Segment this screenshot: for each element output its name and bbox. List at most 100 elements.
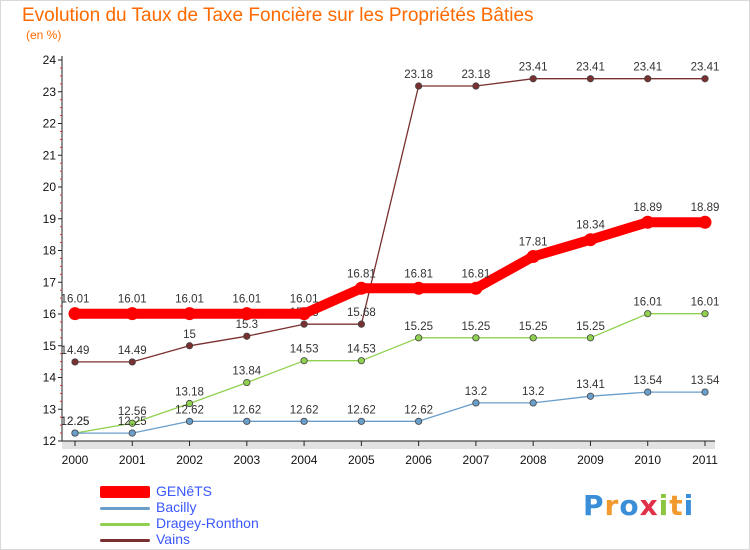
data-label-dragey-ronthon: 13.18: [175, 387, 204, 399]
data-point-vains: [357, 320, 365, 328]
data-label-dragey-ronthon: 12.56: [118, 406, 147, 418]
y-tick-label: 13: [43, 402, 57, 416]
proxiti-logo: Proxiti: [583, 489, 694, 522]
data-label-bacilly: 12.62: [290, 404, 319, 416]
data-point-dragey-ronthon: [701, 310, 709, 318]
data-label-vains: 15.3: [236, 319, 258, 331]
data-point-bacilly: [185, 417, 194, 425]
x-tick-label: 2009: [577, 453, 604, 467]
data-point-vains: [529, 75, 537, 83]
data-label-vains: 23.41: [576, 62, 605, 74]
data-point-bacilly: [357, 417, 365, 425]
data-point-vains: [128, 358, 136, 366]
data-label-gen-ts: 16.81: [404, 268, 433, 280]
data-label-gen-ts: 16.01: [118, 294, 147, 306]
data-label-bacilly: 12.25: [118, 416, 147, 428]
data-point-bacilly: [644, 388, 652, 396]
legend-label-vains: Vains: [156, 531, 190, 547]
data-point-gen-ts: [698, 215, 712, 229]
legend-label-dragey-ronthon: Dragey-Ronthon: [156, 515, 259, 531]
y-tick-label: 21: [43, 148, 57, 162]
data-point-bacilly: [472, 399, 480, 407]
legend-item-bacilly: Bacilly: [100, 499, 320, 516]
data-label-bacilly: 13.2: [522, 386, 544, 398]
x-tick-label: 2007: [463, 453, 490, 467]
y-tick-label: 17: [43, 275, 57, 289]
data-point-dragey-ronthon: [243, 378, 251, 387]
data-label-vains: 14.49: [118, 345, 147, 357]
data-label-gen-ts: 16.01: [232, 294, 261, 306]
logo-letter: i: [658, 489, 670, 522]
data-point-gen-ts: [583, 233, 597, 247]
logo-letter: x: [639, 489, 659, 522]
legend-item-vains: Vains: [100, 531, 320, 548]
data-point-gen-ts: [68, 307, 82, 321]
legend-swatch-genets: [100, 486, 150, 498]
chart-legend: GENêTS Bacilly Dragey-Ronthon Vains: [100, 483, 320, 548]
series-line-dragey-ronthon: [74, 313, 706, 434]
data-label-dragey-ronthon: 15.25: [519, 321, 548, 333]
data-point-gen-ts: [641, 215, 655, 229]
data-point-dragey-ronthon: [644, 310, 652, 318]
data-label-dragey-ronthon: 15.25: [576, 321, 605, 333]
data-point-gen-ts: [354, 281, 368, 295]
logo-letter: P: [583, 489, 605, 522]
data-label-vains: 15: [183, 329, 196, 341]
y-tick-label: 20: [43, 180, 57, 194]
data-point-bacilly: [71, 429, 79, 437]
legend-swatch-vains: [100, 538, 150, 542]
data-point-vains: [71, 358, 79, 366]
data-label-bacilly: 12.62: [347, 404, 376, 416]
data-point-gen-ts: [125, 307, 139, 321]
y-tick-label: 22: [43, 117, 57, 131]
data-label-vains: 23.18: [462, 69, 491, 81]
x-tick-label: 2006: [405, 453, 432, 467]
data-point-gen-ts: [183, 307, 197, 321]
data-label-dragey-ronthon: 15.25: [404, 321, 433, 333]
data-point-vains: [701, 75, 709, 83]
data-point-dragey-ronthon: [586, 334, 595, 342]
y-tick-label: 24: [43, 53, 57, 67]
x-axis-band: [62, 441, 715, 449]
data-point-vains: [243, 332, 251, 340]
data-label-gen-ts: 18.34: [576, 220, 605, 232]
data-label-gen-ts: 16.01: [290, 294, 319, 306]
y-tick-label: 18: [43, 244, 57, 258]
x-tick-label: 2005: [348, 453, 375, 467]
y-tick-label: 23: [43, 85, 57, 99]
y-tick-label: 19: [43, 212, 57, 226]
data-label-vains: 23.41: [519, 62, 548, 74]
data-point-dragey-ronthon: [128, 419, 136, 427]
x-tick-label: 2003: [233, 453, 260, 467]
chart-title: Evolution du Taux de Taxe Foncière sur l…: [22, 5, 534, 26]
x-tick-label: 2004: [291, 453, 318, 467]
data-point-vains: [185, 342, 194, 350]
series-line-vains: [74, 78, 706, 363]
data-point-gen-ts: [297, 307, 311, 321]
data-point-dragey-ronthon: [472, 334, 480, 342]
data-label-vains: 15.68: [347, 307, 376, 319]
data-label-bacilly: 12.62: [232, 404, 261, 416]
data-label-gen-ts: 16.01: [175, 294, 204, 306]
logo-letter: o: [619, 489, 640, 522]
data-label-dragey-ronthon: 15.25: [462, 321, 491, 333]
legend-item-genets: GENêTS: [100, 483, 320, 500]
data-point-bacilly: [300, 417, 308, 425]
y-tick-label: 15: [43, 339, 57, 353]
data-label-bacilly: 13.2: [465, 386, 487, 398]
legend-item-dragey-ronthon: Dragey-Ronthon: [100, 515, 320, 532]
data-point-dragey-ronthon: [529, 334, 537, 342]
data-point-gen-ts: [469, 281, 483, 295]
data-label-bacilly: 12.25: [61, 416, 90, 428]
data-point-dragey-ronthon: [300, 357, 308, 365]
data-label-gen-ts: 18.89: [691, 202, 720, 214]
data-label-bacilly: 12.62: [175, 404, 204, 416]
data-point-vains: [415, 82, 423, 90]
data-label-dragey-ronthon: 14.53: [347, 344, 376, 356]
data-label-gen-ts: 17.81: [519, 237, 548, 249]
data-point-bacilly: [586, 392, 595, 400]
series-line-bacilly: [74, 391, 706, 434]
x-tick-label: 2002: [176, 453, 203, 467]
data-point-bacilly: [701, 388, 709, 396]
